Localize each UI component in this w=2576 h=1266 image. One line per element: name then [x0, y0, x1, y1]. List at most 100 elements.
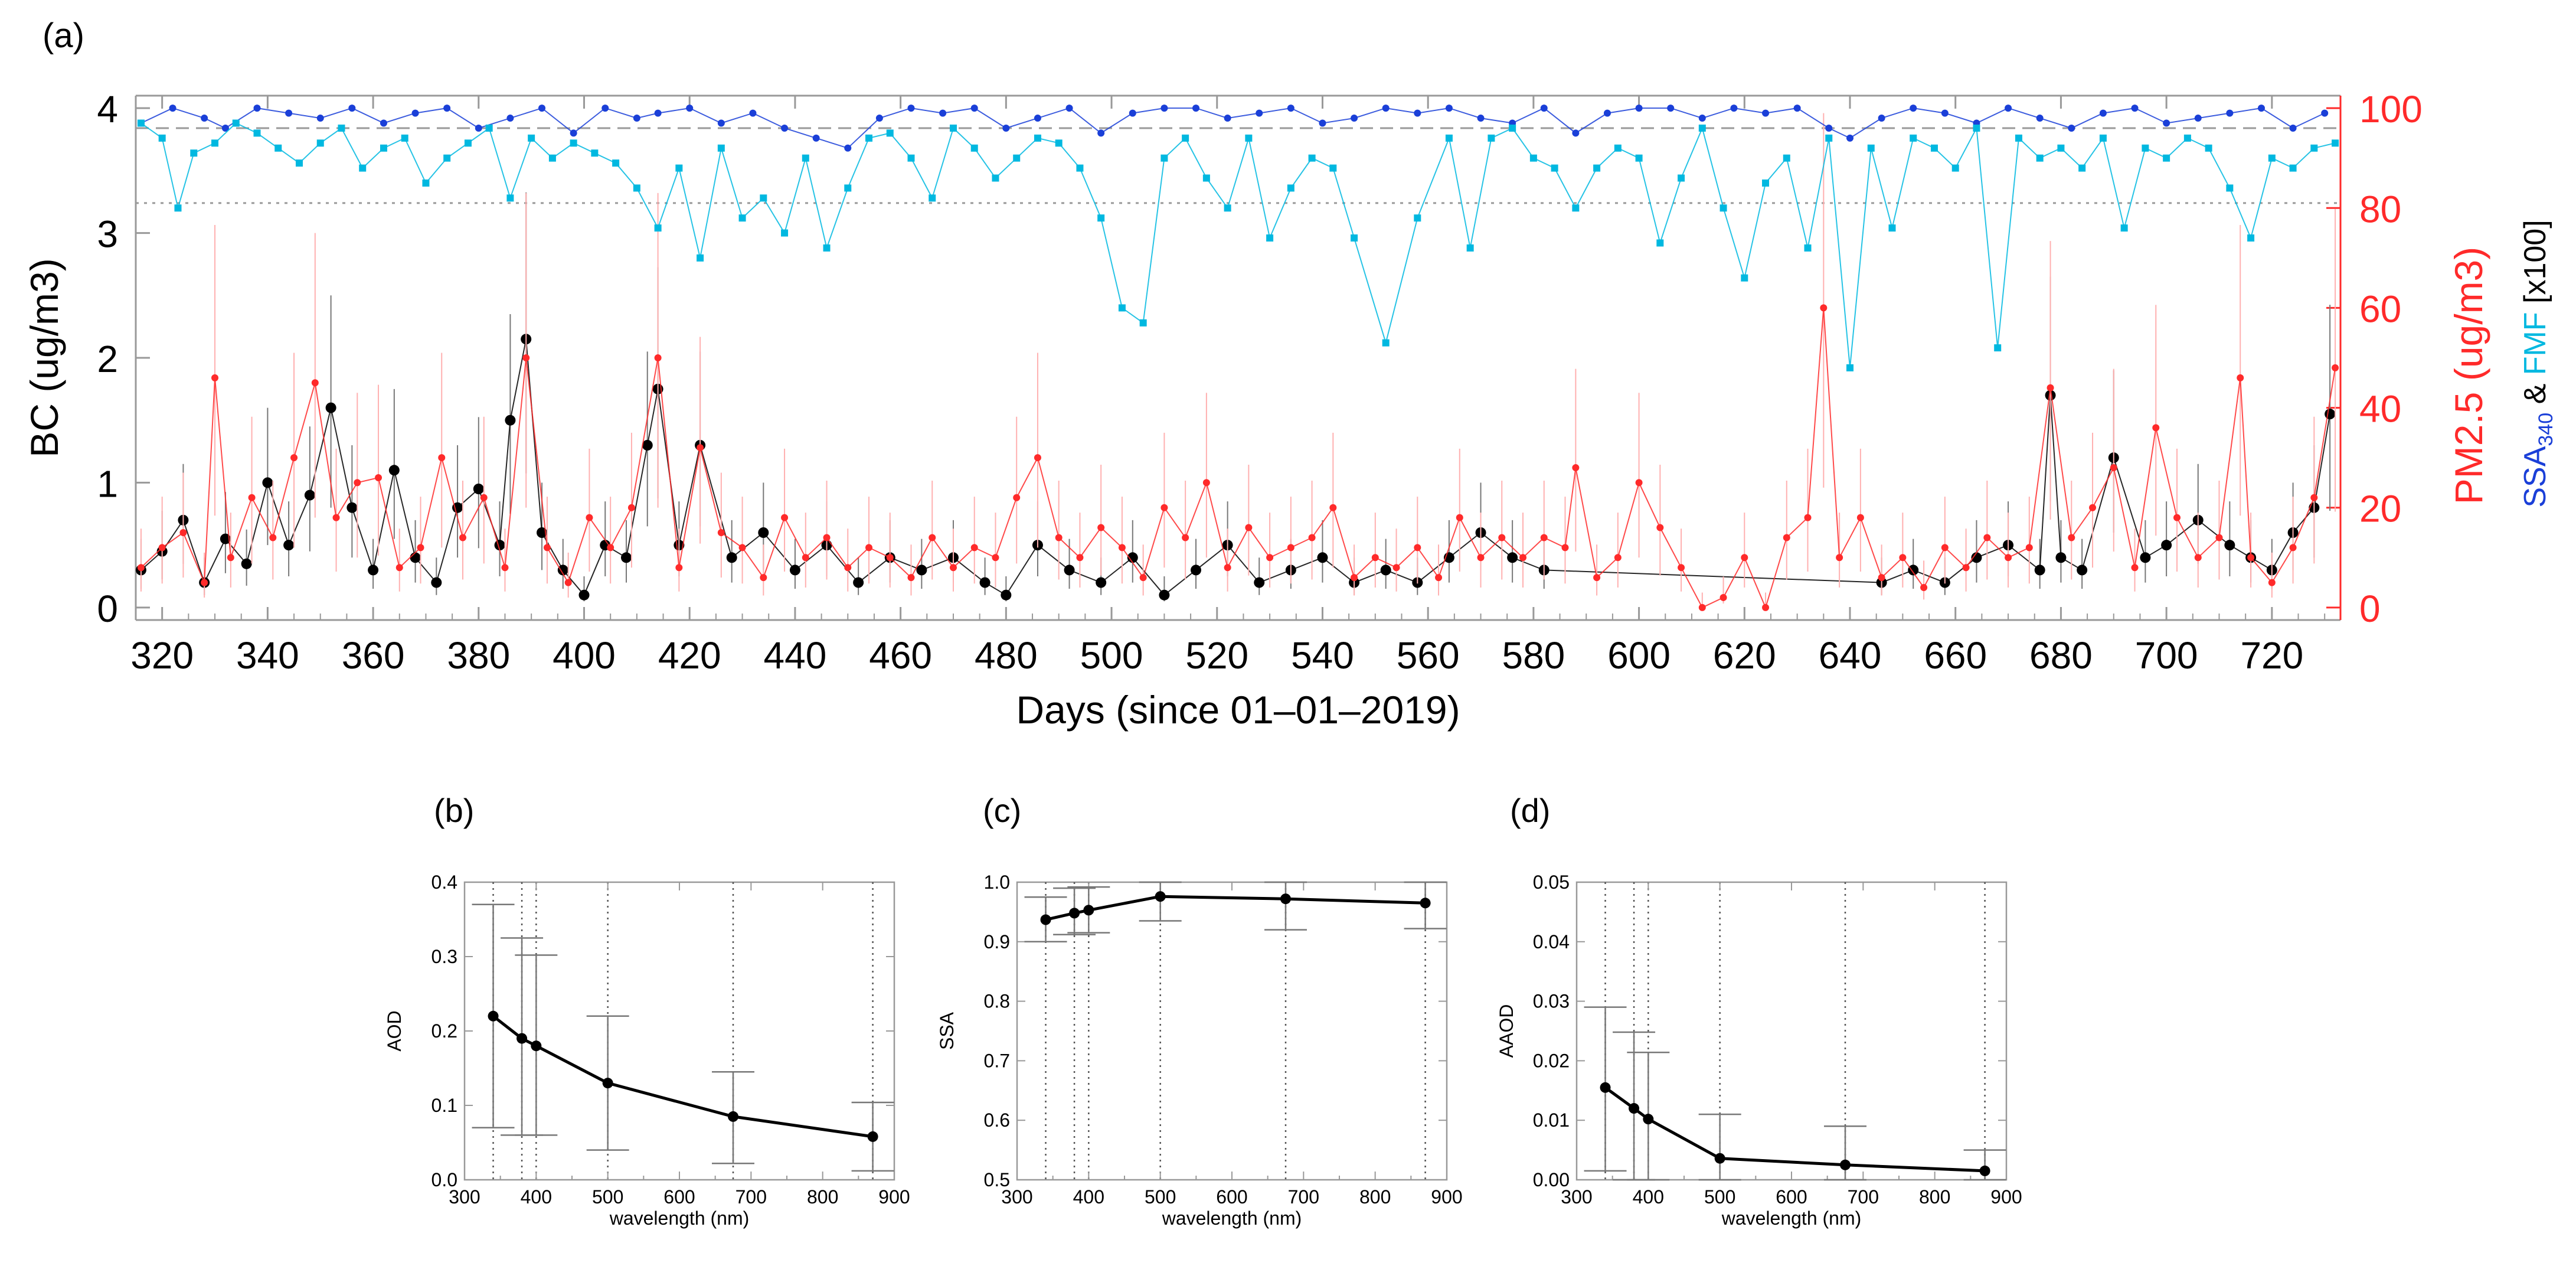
fmf-x100--point — [760, 194, 767, 202]
aod-x-tick-label-300: 300 — [449, 1186, 480, 1208]
ssa340-x100--point — [654, 109, 662, 117]
aaod-x-tick-label-800: 800 — [1919, 1186, 1950, 1208]
panel-label-b: (b) — [434, 792, 474, 829]
pm2-5-point — [2173, 514, 2181, 521]
ssa340-x100--point — [1846, 134, 1854, 142]
ssa340-x100--point — [1034, 115, 1041, 122]
ssa340-x100--point — [2226, 109, 2234, 117]
aod-y-axis-label: AOD — [384, 1010, 405, 1051]
aod-mean-point — [516, 1033, 528, 1044]
ssa340-x100--point — [1793, 105, 1801, 112]
y-right-tick-label-80: 80 — [2359, 188, 2401, 230]
fmf-x100--point — [929, 194, 936, 202]
pm2-5-point — [1477, 554, 1485, 562]
pm2-5-point — [586, 514, 593, 521]
fmf-x100--point — [2057, 144, 2065, 152]
fmf-x100--point — [1055, 139, 1063, 147]
pm2-5-point — [1572, 464, 1580, 472]
ssa340-x100--point — [1941, 109, 1949, 117]
fmf-x100--point — [1762, 180, 1770, 187]
ssa-mean-point — [1040, 914, 1051, 925]
pm2-5-point — [1034, 454, 1041, 462]
fmf-x100--point — [190, 149, 198, 157]
fmf-x100--point — [1202, 174, 1210, 182]
ssa-y-tick-label-2: 0.7 — [984, 1050, 1010, 1071]
pm2-5-point — [1456, 514, 1463, 521]
bc-point — [2055, 552, 2067, 563]
fmf-x100--point — [1034, 134, 1041, 142]
ssa-mean-point — [1069, 908, 1080, 919]
ssa340-x100--point — [1603, 109, 1611, 117]
fmf-x100--point — [697, 254, 704, 262]
bc-point — [620, 552, 632, 563]
ssa340-x100--point — [781, 124, 789, 132]
fmf-x100--point — [949, 124, 957, 132]
pm2-5-point — [1224, 564, 1231, 572]
pm2-5-point — [1371, 554, 1379, 562]
ssa-mean-point — [1083, 905, 1094, 916]
pm2-5-point — [2332, 364, 2339, 371]
ssa340-x100--point — [380, 119, 387, 127]
fmf-x100--point — [1287, 184, 1294, 192]
bc-point — [283, 540, 295, 551]
pm2-5-point — [970, 544, 978, 552]
fmf-x100--point — [1097, 214, 1105, 222]
fmf-x100--point — [1118, 304, 1126, 312]
ssa340-x100--point — [844, 144, 852, 152]
bc-point — [304, 490, 315, 501]
x-tick-label-600: 600 — [1607, 634, 1671, 677]
bc-point — [368, 565, 379, 576]
aaod-y-tick-label-1: 0.01 — [1533, 1110, 1570, 1131]
bc-point — [1507, 552, 1518, 563]
x-tick-label-580: 580 — [1502, 634, 1565, 677]
ssa340-x100--point — [348, 105, 356, 112]
fmf-x100--point — [1182, 134, 1189, 142]
y-right-tick-label-0: 0 — [2359, 588, 2381, 630]
bc-point — [979, 577, 990, 588]
fmf-x100--point — [1488, 134, 1495, 142]
bc-point — [1064, 565, 1075, 576]
fmf-x100--point — [2036, 154, 2044, 162]
fmf-x100--point — [802, 154, 809, 162]
aaod-mean-point — [1840, 1159, 1851, 1170]
panel-b-aod: 300 400 500 600 700 800 900 0.0 0.1 0.2 0.3 0.4 wave… — [384, 872, 910, 1229]
pm2-5-point — [865, 544, 873, 552]
pm2-5-point — [1962, 564, 1970, 572]
fmf-x100--point — [1509, 124, 1516, 132]
aod-mean-line — [492, 1014, 873, 1138]
panel-label-a: (a) — [43, 17, 84, 55]
bc-point — [346, 502, 358, 513]
fmf-x100--point — [1013, 154, 1021, 162]
ssa-y-tick-label-3: 0.8 — [984, 991, 1010, 1012]
fmf-x100--point — [1329, 164, 1337, 172]
ssa-y-tick-label-5: 1.0 — [984, 872, 1010, 893]
bc-point — [2224, 540, 2235, 551]
fmf-x100--point — [1719, 204, 1727, 212]
fmf-x100--point — [485, 124, 493, 132]
x-tick-label-620: 620 — [1713, 634, 1776, 677]
fmf-x100--point — [2205, 144, 2212, 152]
ssa340-x100--point — [1635, 105, 1643, 112]
pm2-5-point — [137, 564, 145, 572]
bc-point — [2140, 552, 2151, 563]
y-right-label-part: [x100] — [2518, 220, 2552, 312]
fmf-x100--point — [1351, 234, 1358, 242]
aod-mean-point — [602, 1078, 613, 1089]
ssa340-x100--point — [907, 105, 915, 112]
fmf-x100--point — [781, 229, 789, 237]
fmf-x100--point — [2310, 144, 2318, 152]
fmf-x100--point — [844, 184, 852, 192]
pm2-5-point — [522, 354, 530, 361]
fmf-x100--point — [1529, 154, 1537, 162]
bc-point — [1254, 577, 1265, 588]
fmf-x100--point — [1867, 144, 1875, 152]
ssa340-x100--point — [1572, 129, 1580, 137]
fmf-x100--point — [2268, 154, 2276, 162]
bc-point — [431, 577, 442, 588]
fmf-x100--point — [295, 159, 303, 167]
bc-point — [388, 465, 400, 476]
fmf-x100--point — [1076, 164, 1084, 172]
pm2-5-point — [738, 544, 746, 552]
ssa-x-tick-label-800: 800 — [1359, 1186, 1391, 1208]
pm2-5-point — [2089, 504, 2097, 511]
